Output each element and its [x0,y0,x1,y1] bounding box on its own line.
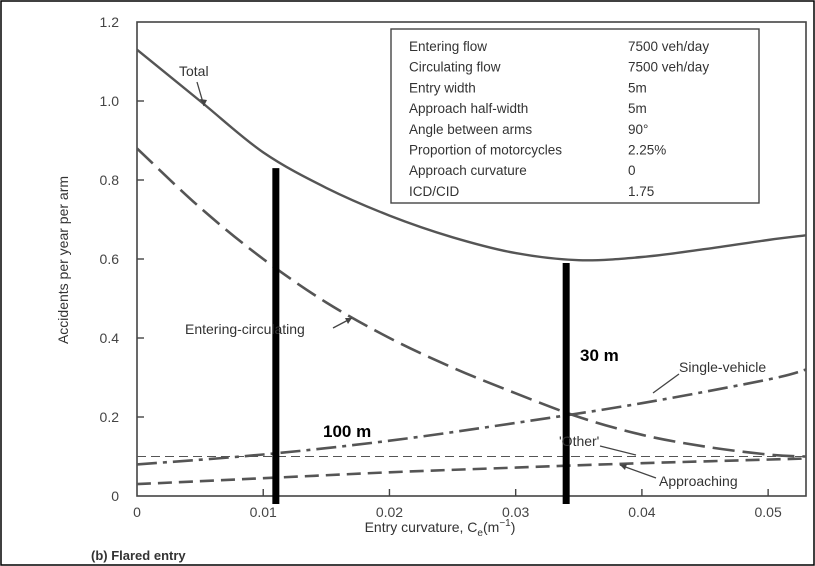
y-axis-title: Accidents per year per arm [55,176,71,344]
info-row-value: 5m [628,101,647,116]
series-line [136,147,807,458]
x-axis-ticks: 0 0.01 0.02 0.03 0.04 0.05 [133,489,782,520]
y-tick-label: 0.8 [100,172,120,188]
x-tick-label: 0.03 [502,504,529,520]
leader-other [599,445,637,456]
label-entering-circulating: Entering-circulating [185,321,305,337]
info-row-label: Entering flow [409,39,487,54]
y-tick-label: 0.4 [100,330,120,346]
y-tick-label: 0.6 [100,251,120,267]
leader-entering-arrow [345,318,352,324]
x-tick-label: 0 [133,504,141,520]
data-curves [136,48,807,486]
info-table: Entering flow 7500 veh/day Circulating flo… [409,39,709,199]
figure-caption: (b) Flared entry [91,548,186,563]
info-row-label: Circulating flow [409,60,501,75]
y-tick-label: 1.2 [100,14,120,30]
y-axis-ticks: 0 0.2 0.4 0.6 0.8 1.0 1.2 [100,14,144,504]
info-row-value: 2.25% [628,143,666,158]
marker-label-100m: 100 m [323,422,371,441]
series-line [136,457,807,486]
series-line [136,48,807,262]
leader-approaching [619,464,657,479]
x-tick-label: 0.01 [250,504,277,520]
label-approaching: Approaching [659,473,738,489]
info-row-label: ICD/CID [409,184,460,199]
x-tick-label: 0.04 [628,504,655,520]
marker-label-30m: 30 m [580,346,619,365]
info-row-value: 7500 veh/day [628,60,709,75]
label-other: 'Other' [559,433,599,449]
label-single-vehicle: Single-vehicle [679,359,766,375]
leader-approaching-arrow [620,464,627,470]
info-row-label: Approach half-width [409,101,528,116]
info-row-label: Approach curvature [409,163,527,178]
label-total: Total [179,63,209,79]
x-tick-label: 0.05 [755,504,782,520]
info-row-label: Angle between arms [409,122,532,137]
x-tick-label: 0.02 [376,504,403,520]
y-tick-label: 0.2 [100,409,120,425]
marker-lines [272,168,570,504]
info-row-value: 7500 veh/day [628,39,709,54]
info-row-label: Proportion of motorcycles [409,143,562,158]
info-row-value: 5m [628,80,647,95]
info-row-label: Entry width [409,80,476,95]
series-line [136,368,807,466]
info-row-value: 90° [628,122,648,137]
x-axis-title: Entry curvature, Ce(m−1) [365,518,516,539]
info-row-value: 0 [628,163,636,178]
info-row-value: 1.75 [628,184,654,199]
y-tick-label: 1.0 [100,93,120,109]
leader-single-vehicle [652,373,680,394]
info-box [390,28,760,204]
y-tick-label: 0 [111,488,119,504]
leader-total-arrow [200,99,207,106]
